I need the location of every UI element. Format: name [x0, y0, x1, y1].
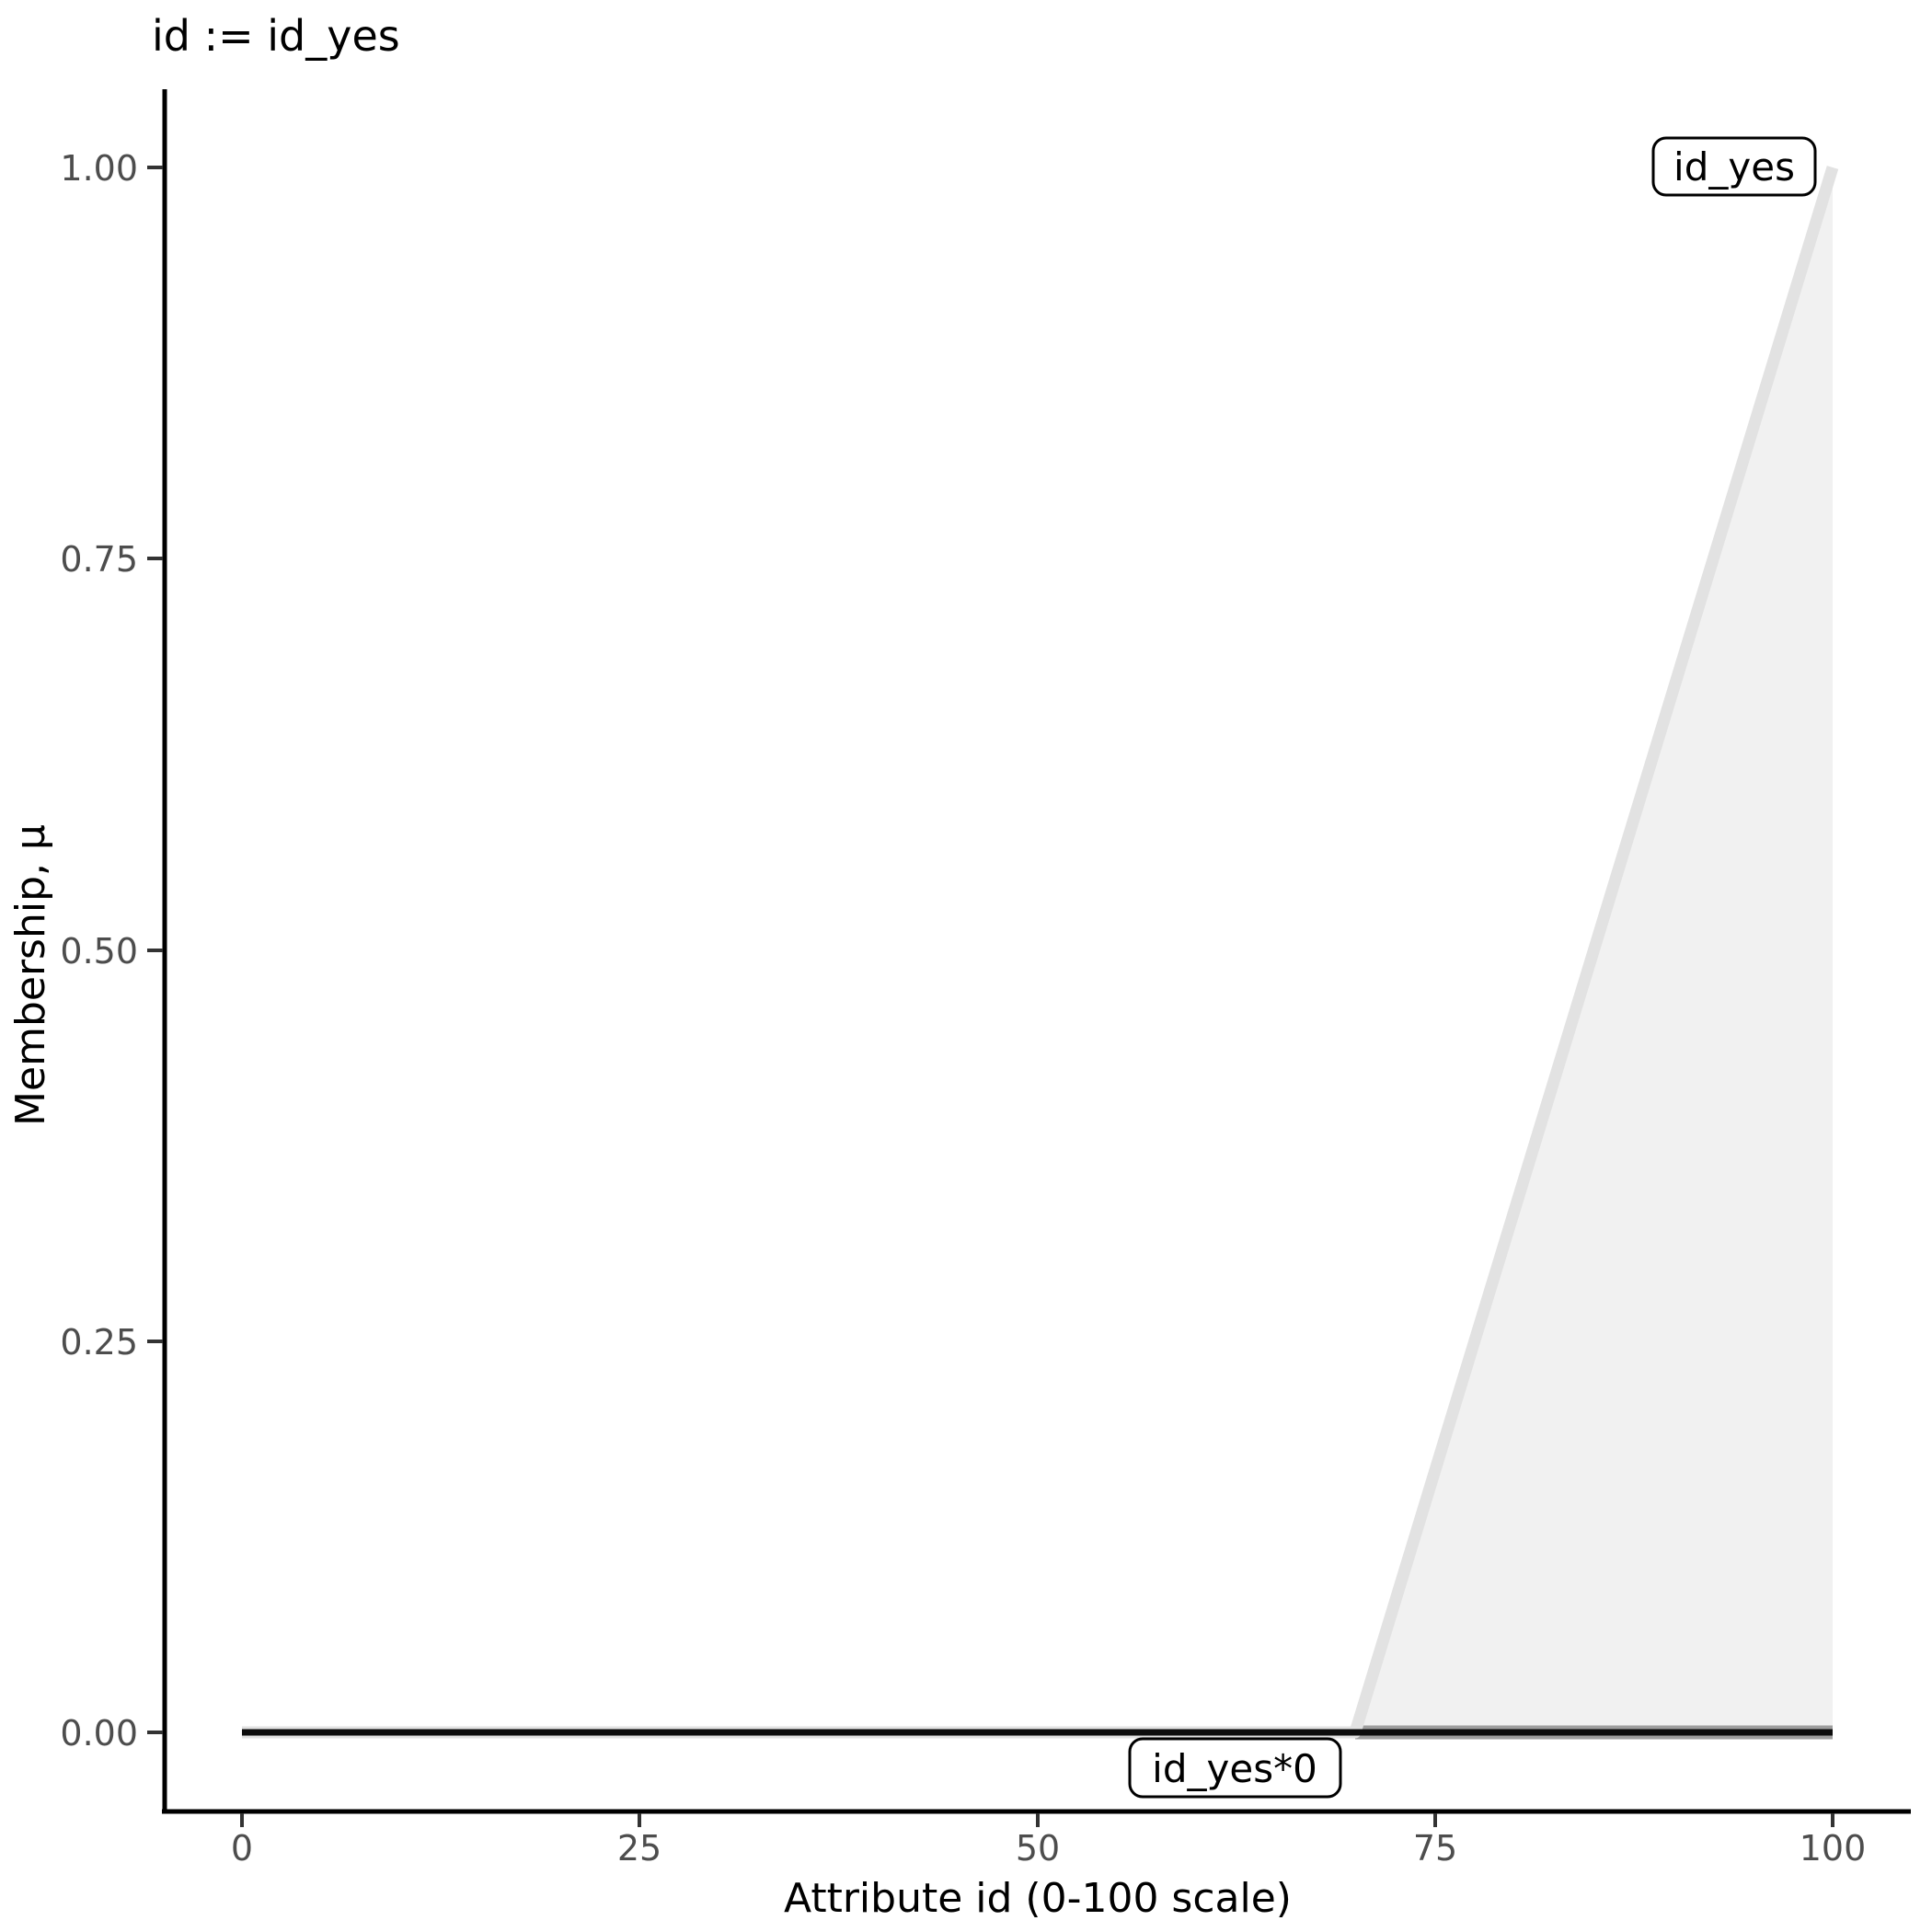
chart-title: id := id_yes — [152, 11, 400, 61]
annotation-id-yes-label: id_yes — [1673, 144, 1795, 190]
x-tick-marks — [240, 1813, 1834, 1827]
x-tick-label: 25 — [617, 1828, 661, 1869]
y-tick-label: 1.00 — [60, 148, 138, 189]
x-axis-title: Attribute id (0-100 scale) — [784, 1875, 1292, 1922]
x-tick-label: 50 — [1016, 1828, 1060, 1869]
annotation-id-yes-0-box — [1128, 1737, 1342, 1799]
x-tick-label: 0 — [231, 1828, 253, 1869]
x-tick-label: 100 — [1800, 1828, 1867, 1869]
y-tick-label: 0.75 — [60, 539, 138, 580]
annotation-id-yes-0-label: id_yes*0 — [1152, 1746, 1317, 1791]
y-tick-label: 0.00 — [60, 1713, 138, 1754]
y-tick-label: 0.25 — [60, 1322, 138, 1363]
y-axis-title: Membership, μ — [7, 824, 54, 1126]
y-tick-marks — [147, 166, 163, 1734]
x-tick-label: 75 — [1413, 1828, 1457, 1869]
y-tick-label: 0.50 — [60, 931, 138, 972]
annotation-id-yes: id_yes — [1651, 136, 1817, 197]
annotation-id-yes-box — [1651, 136, 1817, 197]
annotation-id-yes-0: id_yes*0 — [1128, 1737, 1342, 1799]
